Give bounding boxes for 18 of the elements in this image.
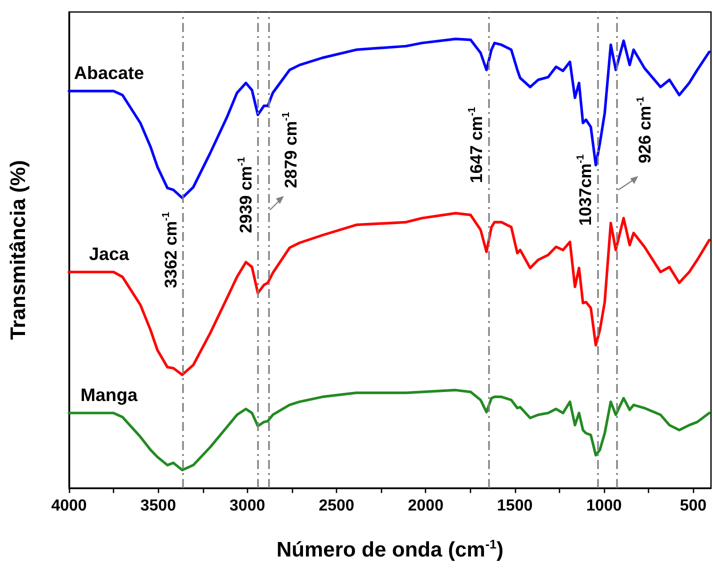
y-axis-title: Transmitância (%) xyxy=(7,160,30,340)
ref-line-label: 926 cm-1 xyxy=(635,96,655,164)
x-tick-label: 2500 xyxy=(318,498,354,514)
ref-line-label: 1037cm-1 xyxy=(576,154,595,226)
x-tick-label: 1500 xyxy=(497,498,533,514)
series-label: Abacate xyxy=(74,63,144,84)
ref-line-label: 1647 cm-1 xyxy=(466,106,486,184)
x-tick-label: 500 xyxy=(680,498,707,514)
series-label: Jaca xyxy=(88,244,130,264)
x-tick-label: 3500 xyxy=(140,498,176,514)
x-tick-label: 1000 xyxy=(586,498,622,514)
ref-line-label: 2879 cm-1 xyxy=(281,112,300,188)
x-tick-label: 2000 xyxy=(408,498,444,514)
x-tick-label: 3000 xyxy=(230,498,266,514)
ref-line-label: 2939 cm-1 xyxy=(236,156,256,234)
series-label: Manga xyxy=(80,385,138,406)
ref-line-label: 3362 cm-1 xyxy=(161,212,180,288)
x-tick-label: 4000 xyxy=(51,498,87,514)
